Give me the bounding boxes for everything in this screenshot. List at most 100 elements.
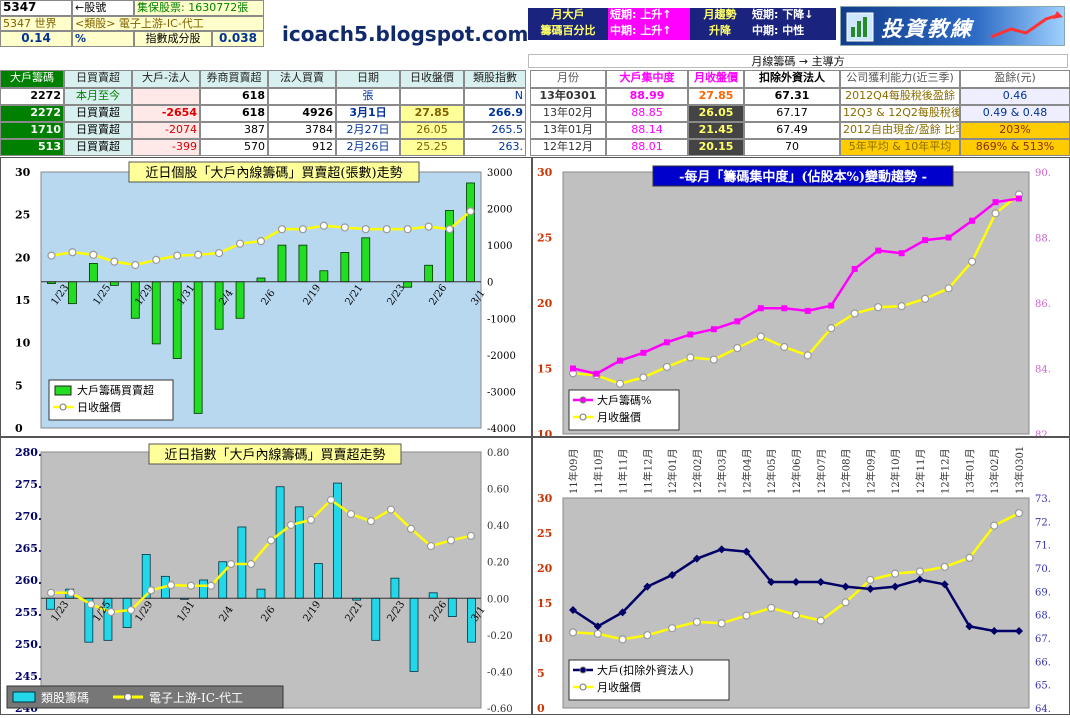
concentration-point xyxy=(851,265,858,272)
monthly-price-point xyxy=(965,553,974,562)
index-chip-bar xyxy=(294,506,304,599)
left-tick-label: 280. xyxy=(15,446,42,459)
index-price-point xyxy=(246,559,256,569)
price-point xyxy=(235,239,245,248)
left-tick-label: 15 xyxy=(537,597,552,610)
right-tick-label: 72. xyxy=(1035,517,1051,528)
legend-label: 大戶(扣除外資法人) xyxy=(597,663,694,677)
concentration-point xyxy=(828,302,835,309)
daily-cell-2-7: 265.5 xyxy=(464,122,526,139)
price-point xyxy=(68,248,77,257)
index-chip-bar xyxy=(256,588,266,599)
index-chip-bar xyxy=(237,526,247,599)
monthly-price-point xyxy=(717,619,726,628)
index-price-point xyxy=(346,509,356,519)
daily-cell-3-2: -399 xyxy=(132,139,200,156)
monthly-price-point xyxy=(686,353,695,362)
price-point xyxy=(298,225,308,234)
right-tick-label: 64. xyxy=(1035,704,1051,714)
monthly-header-4: 公司獲利能力(近三季) xyxy=(840,70,960,88)
legend-label: 月收盤價 xyxy=(597,410,641,424)
monthly-price-point xyxy=(990,521,999,530)
price-point xyxy=(47,251,56,260)
monthly-cell-2-4: 2012自由現金/盈餘 比率 xyxy=(840,122,960,139)
monthly-cell-3-0: 12年12月 xyxy=(530,139,606,156)
monthly-price-point xyxy=(709,355,718,364)
right-tick-label: -4000 xyxy=(487,424,516,435)
index-chip-bar xyxy=(371,597,381,641)
daily-cell-1-1: 日買賣超 xyxy=(64,105,132,122)
big-holder-point xyxy=(618,608,627,617)
index-chip-bar xyxy=(313,563,323,599)
index-price-point xyxy=(306,515,316,524)
price-point xyxy=(256,237,266,246)
monthly-price-point xyxy=(827,324,836,333)
chip-bar xyxy=(88,263,98,283)
concentration-point xyxy=(734,318,741,325)
monthly-cell-0-4: 2012Q4每股稅後盈餘 xyxy=(840,88,960,105)
legend-label: 電子上游-IC-代工 xyxy=(149,691,243,705)
big-holder-point xyxy=(915,575,924,584)
monthly-price-point xyxy=(791,610,801,619)
x-tick-label: 11年09月 xyxy=(567,449,580,494)
monthly-cell-2-2: 21.45 xyxy=(688,122,744,139)
big-holder-point xyxy=(742,547,751,556)
concentration-point xyxy=(710,326,717,333)
index-price-point xyxy=(326,495,336,505)
chip-bar xyxy=(298,244,308,283)
logo-text: 投資教練 xyxy=(881,16,973,41)
monthly-cell-3-1: 88.01 xyxy=(606,139,688,156)
right-tick-label: 67. xyxy=(1035,634,1051,645)
monthly-header-5: 盈餘(元) xyxy=(960,70,1070,88)
daily-cell-0-4 xyxy=(268,88,336,105)
monthly-cell-3-2: 20.15 xyxy=(688,139,744,156)
left-tick-label: 5 xyxy=(15,379,23,392)
concentration-point xyxy=(757,305,764,312)
daily-cell-1-5: 3月1日 xyxy=(336,105,400,122)
concentration-point xyxy=(570,365,576,372)
left-tick-label: 10 xyxy=(537,632,553,645)
index-price-point xyxy=(186,581,196,590)
monthly-cell-1-2: 26.05 xyxy=(688,105,744,122)
monthly-price-point xyxy=(615,379,625,388)
right-tick-label: 82. xyxy=(1035,430,1051,436)
right-tick-label: 0.20 xyxy=(487,558,509,569)
monthly-price-point xyxy=(767,603,776,612)
legend-box xyxy=(568,659,730,701)
big-holder-point xyxy=(792,578,800,586)
monthly-price-point xyxy=(897,302,906,311)
concentration-point xyxy=(781,305,788,312)
monthly-price-point xyxy=(891,569,900,578)
monthly-price-point xyxy=(639,373,648,382)
chart-title: -每月「籌碼集中度」(佔股本%)變動趨勢 - xyxy=(679,169,927,185)
big-holder-point xyxy=(643,582,652,591)
monthly-cell-1-0: 13年02月 xyxy=(530,105,606,122)
daily-cell-3-6: 25.25 xyxy=(400,139,464,156)
monthly-price-line xyxy=(572,193,1020,386)
monthly-price-point xyxy=(915,567,924,576)
left-tick-label: 0 xyxy=(537,702,545,714)
monthly-price-point xyxy=(866,575,875,584)
legend-marker xyxy=(124,693,132,701)
monthly-price-point xyxy=(1014,508,1024,518)
index-price-point xyxy=(426,541,436,551)
left-tick-label: 5 xyxy=(537,667,545,680)
right-tick-label: 69. xyxy=(1035,587,1051,598)
daily-cell-3-3: 570 xyxy=(200,139,268,156)
monthly-header-0: 月份 xyxy=(530,70,606,88)
right-tick-label: 86. xyxy=(1035,299,1051,310)
left-tick-label: 20 xyxy=(537,297,553,310)
left-tick-label: 255. xyxy=(15,606,42,619)
right-tick-label: 66. xyxy=(1035,657,1051,668)
big-holder-point xyxy=(891,582,900,591)
legend-marker xyxy=(579,666,587,674)
monthly-cell-0-2: 27.85 xyxy=(688,88,744,105)
right-tick-label: 0.00 xyxy=(487,594,509,605)
left-tick-label: 20 xyxy=(15,251,31,264)
monthly-big-holder-chart: 0 5 10 15 20 25 30 64. 65. 66. 67. 68. 69. 70. 71. 72. 7… xyxy=(533,438,1069,715)
concentration-point xyxy=(922,237,929,244)
right-tick-label: 68. xyxy=(1035,611,1051,622)
price-point xyxy=(319,221,328,230)
daily-index-chip-chart: 240245.250.255.260.265.270.275.280.-0.60… xyxy=(1,438,531,715)
concentration-point xyxy=(687,331,694,338)
